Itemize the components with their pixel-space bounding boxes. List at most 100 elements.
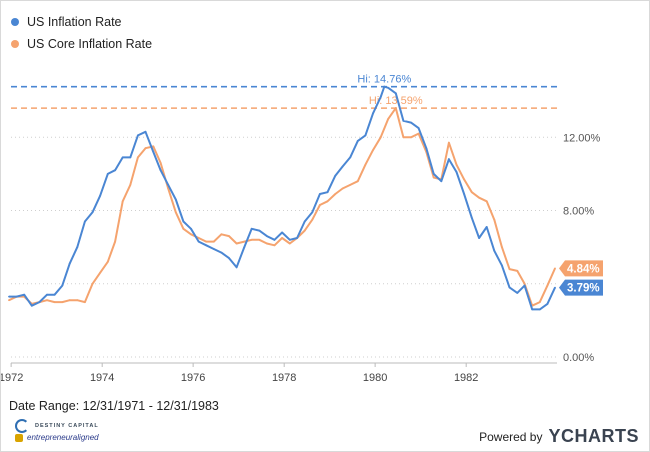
data-point	[174, 211, 177, 214]
data-point	[205, 244, 208, 247]
data-point	[387, 86, 390, 89]
data-point	[326, 200, 329, 203]
data-point	[402, 119, 405, 122]
data-point	[129, 184, 132, 186]
latest-value-badge	[559, 260, 603, 277]
data-point	[220, 233, 223, 236]
data-point	[84, 301, 86, 303]
data-point	[76, 299, 79, 302]
destiny-logo-icon	[15, 419, 29, 433]
x-tick-label: 1978	[272, 372, 296, 384]
data-point	[182, 227, 185, 230]
data-point	[531, 308, 534, 311]
data-point	[266, 242, 268, 245]
data-point	[303, 229, 306, 232]
series-line	[9, 85, 556, 311]
date-range-text: Date Range: 12/31/1971 - 12/31/1983	[9, 399, 219, 413]
data-point	[372, 149, 374, 152]
data-point	[258, 238, 261, 241]
data-point	[296, 237, 298, 239]
data-point	[554, 267, 556, 270]
data-point	[538, 308, 541, 311]
data-point	[341, 165, 344, 168]
data-point	[23, 293, 26, 296]
data-point	[38, 301, 41, 303]
data-point	[212, 240, 215, 243]
data-point	[91, 282, 94, 285]
data-point	[273, 238, 276, 241]
data-point	[394, 107, 397, 109]
data-point	[190, 233, 192, 236]
data-point	[508, 286, 511, 289]
data-point	[243, 240, 246, 243]
data-point	[167, 184, 170, 186]
high-label: Hi: 13.59%	[369, 95, 423, 107]
data-point	[61, 284, 64, 287]
data-point	[387, 118, 390, 120]
data-point	[137, 156, 139, 159]
data-point	[106, 173, 109, 175]
data-point	[114, 240, 116, 243]
data-point	[470, 216, 473, 219]
data-point	[281, 237, 283, 239]
data-point	[493, 218, 496, 221]
data-point	[341, 187, 344, 190]
y-tick-label: 0.00%	[563, 352, 594, 364]
data-point	[501, 246, 503, 249]
data-point	[197, 237, 200, 239]
data-point	[546, 284, 549, 287]
data-point	[159, 162, 162, 164]
legend-item-inflation[interactable]: US Inflation Rate	[9, 11, 152, 33]
legend-item-core-inflation[interactable]: US Core Inflation Rate	[9, 33, 152, 55]
destiny-capital-logo: DESTINY CAPITAL	[15, 419, 99, 433]
data-point	[478, 237, 480, 239]
data-point	[501, 264, 503, 267]
x-tick-label: 1974	[90, 372, 114, 384]
data-point	[212, 248, 215, 250]
data-point	[417, 127, 420, 129]
data-point	[84, 220, 86, 223]
data-point	[516, 270, 519, 272]
data-point	[228, 235, 230, 238]
data-point	[159, 169, 162, 172]
data-point	[455, 171, 458, 173]
data-point	[129, 156, 132, 159]
data-point	[319, 193, 321, 195]
data-point	[235, 266, 238, 269]
data-point	[8, 299, 10, 302]
data-point	[334, 174, 337, 177]
data-point	[53, 301, 56, 303]
data-point	[523, 284, 526, 287]
data-point	[30, 304, 33, 307]
latest-value-label: 4.84%	[567, 263, 600, 275]
legend-label: US Core Inflation Rate	[27, 37, 153, 51]
data-point	[425, 147, 428, 150]
data-point	[319, 204, 321, 206]
data-point	[99, 194, 101, 197]
data-point	[432, 176, 435, 179]
data-point	[410, 121, 412, 124]
data-point	[448, 158, 450, 161]
powered-by[interactable]: Powered by YCHARTS	[479, 426, 639, 447]
data-point	[182, 220, 185, 223]
latest-value-label: 3.79%	[567, 283, 600, 295]
data-point	[106, 260, 109, 263]
data-point	[46, 299, 48, 302]
data-point	[197, 240, 200, 243]
data-point	[523, 282, 526, 285]
data-point	[243, 246, 246, 249]
data-point	[205, 240, 208, 243]
data-point	[364, 163, 367, 166]
data-point	[326, 191, 329, 194]
data-point	[250, 238, 253, 241]
data-point	[137, 134, 139, 137]
data-point	[372, 112, 374, 115]
data-point	[508, 268, 511, 270]
data-point	[273, 244, 276, 247]
data-point	[311, 218, 314, 221]
legend-label: US Inflation Rate	[27, 15, 122, 29]
data-point	[383, 85, 386, 88]
x-tick-label: 1980	[363, 372, 387, 384]
x-tick-label: 1976	[181, 372, 205, 384]
data-point	[546, 303, 549, 305]
